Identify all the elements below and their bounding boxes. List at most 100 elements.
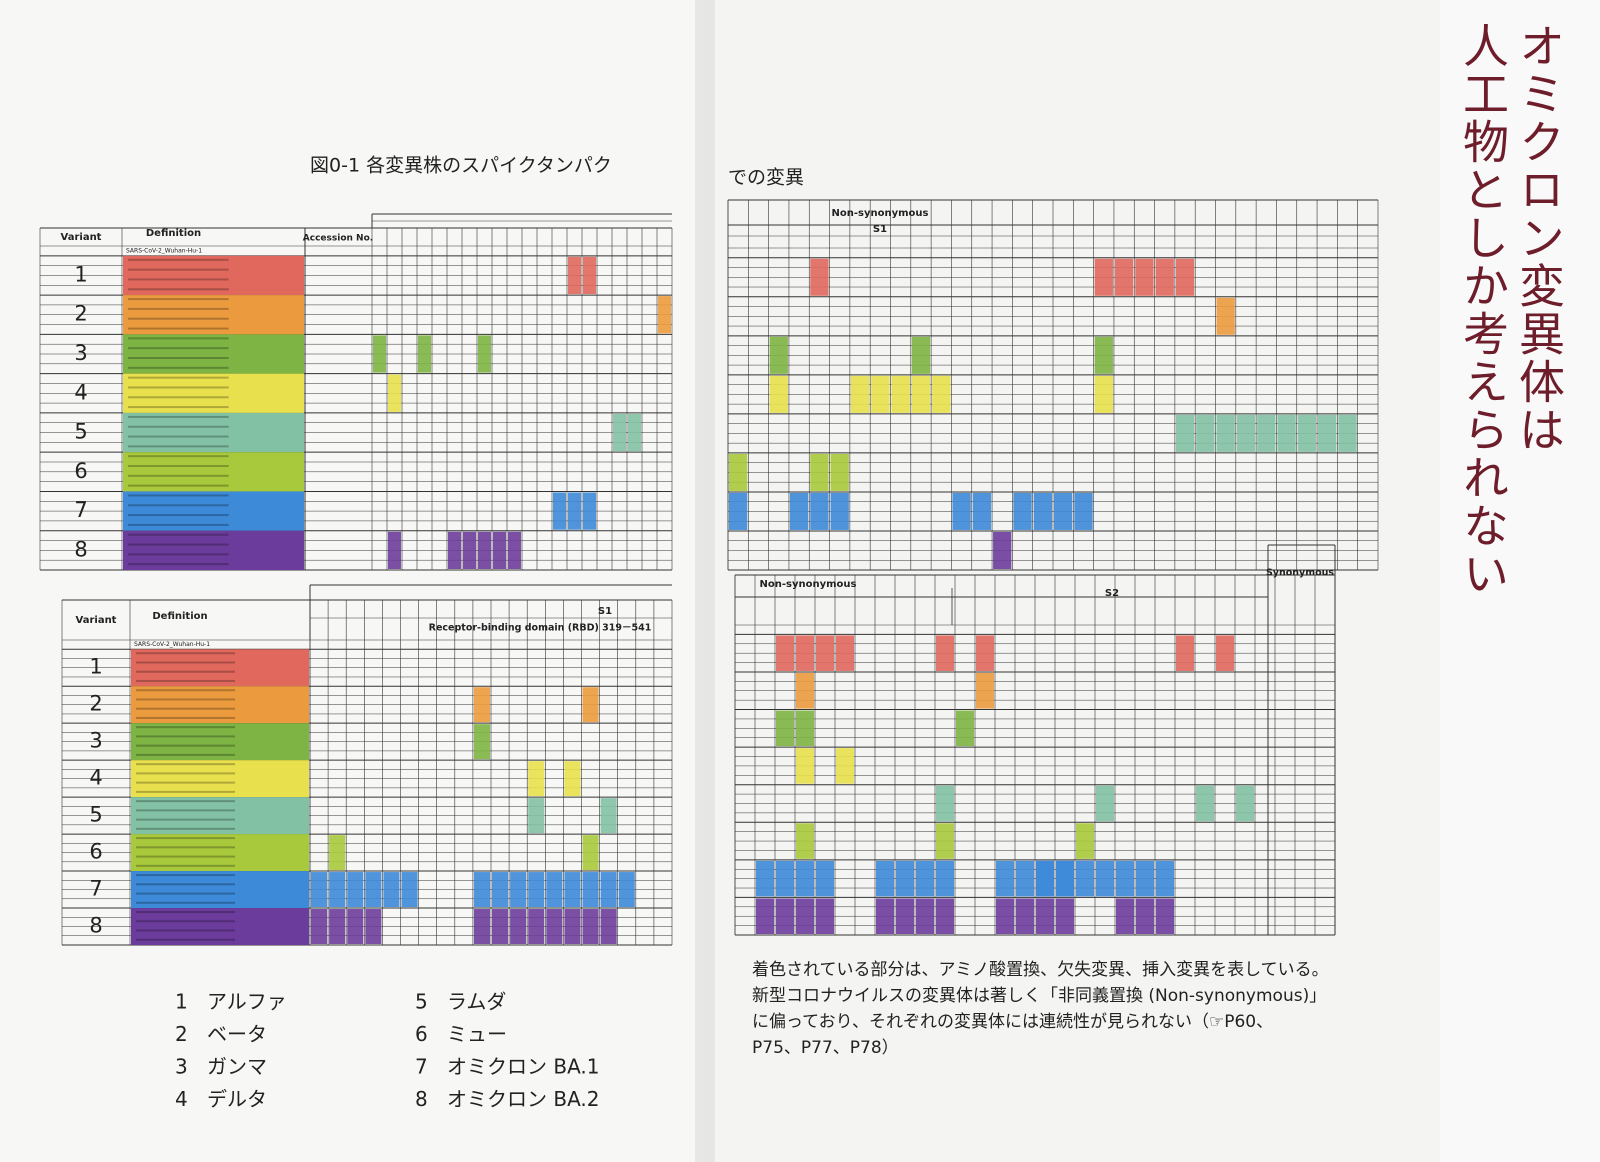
definition-line xyxy=(136,827,235,830)
mutation-cell xyxy=(816,860,834,897)
legend-name: ガンマ xyxy=(207,1055,267,1079)
definition-line xyxy=(136,753,235,756)
mutation-cell xyxy=(796,710,814,747)
mutation-cell xyxy=(582,835,599,871)
right-page xyxy=(705,0,1440,1162)
definition-line xyxy=(128,514,229,517)
mutation-cell xyxy=(628,413,641,452)
definition-line xyxy=(128,337,229,340)
mutation-cell xyxy=(996,860,1014,897)
mutation-cell xyxy=(528,909,545,944)
mutation-cell xyxy=(1297,414,1317,452)
mutation-cell xyxy=(510,872,527,908)
mutation-cell xyxy=(546,872,563,908)
variant-number: 5 xyxy=(74,420,87,444)
mutation-cell xyxy=(568,492,581,530)
definition-line xyxy=(136,735,235,738)
mutation-cell xyxy=(830,492,849,530)
definition-line xyxy=(128,494,229,497)
mutation-cell xyxy=(836,635,854,671)
group-label: Non-synonymous xyxy=(832,208,929,219)
mutation-cell xyxy=(528,761,545,797)
mutation-cell xyxy=(1116,898,1134,934)
mutation-cell xyxy=(1054,492,1073,530)
mutation-cell xyxy=(1136,898,1154,934)
side-strip xyxy=(1440,0,1600,1162)
mutation-cell xyxy=(1094,336,1113,374)
variant-number: 2 xyxy=(74,302,87,326)
mutation-cell xyxy=(388,374,401,412)
legend-name: ベータ xyxy=(207,1022,267,1046)
mutation-cell xyxy=(618,872,635,908)
variant-number: 8 xyxy=(89,914,102,938)
definition-line xyxy=(136,661,235,664)
mutation-cell xyxy=(789,492,809,530)
mutation-cell xyxy=(388,531,401,569)
mutation-cell xyxy=(448,531,461,569)
definition-band xyxy=(131,649,309,687)
mutation-cell xyxy=(1016,860,1034,897)
definition-line xyxy=(128,406,229,409)
definition-band xyxy=(131,723,309,761)
mutation-cell xyxy=(492,872,509,908)
mutation-cell xyxy=(776,898,794,934)
mutation-cell xyxy=(347,872,364,908)
mutation-cell xyxy=(582,909,599,944)
legend-number: 1 xyxy=(175,990,188,1014)
mutation-cell xyxy=(796,860,814,897)
definition-line xyxy=(136,679,235,682)
variant-number: 1 xyxy=(89,655,102,679)
definition-line xyxy=(136,790,235,793)
mutation-cell xyxy=(1094,375,1113,413)
mutation-cell xyxy=(956,710,974,747)
definition-band xyxy=(123,295,304,335)
mutation-cell xyxy=(836,748,854,784)
legend-name: オミクロン BA.2 xyxy=(447,1087,600,1111)
definition-line xyxy=(128,268,229,271)
definition-line xyxy=(136,763,235,766)
definition-band xyxy=(123,373,304,413)
definition-line xyxy=(136,689,235,692)
mutation-cell xyxy=(729,453,748,491)
mutation-cell xyxy=(365,909,382,944)
mutation-cell xyxy=(583,256,596,295)
mutation-cell xyxy=(373,335,386,373)
synonymous-label: Synonymous xyxy=(1266,568,1334,579)
definition-line xyxy=(136,670,235,673)
reference-label: SARS-CoV-2_Wuhan-Hu-1 xyxy=(134,641,210,648)
side-title-line: 人工物としか考えられない xyxy=(1456,22,1510,598)
definition-line xyxy=(136,726,235,729)
mutation-cell xyxy=(976,635,994,671)
definition-line xyxy=(136,818,235,821)
mutation-cell xyxy=(1036,860,1054,897)
definition-line xyxy=(128,465,229,467)
mutation-cell xyxy=(600,872,617,908)
mutation-cell xyxy=(756,898,774,934)
definition-line xyxy=(128,415,229,418)
mutation-cell xyxy=(1156,860,1174,897)
mutation-cell xyxy=(546,909,563,944)
mutation-cell xyxy=(911,336,931,374)
side-title-line: オミクロン変異体は xyxy=(1512,22,1566,454)
mutation-cell xyxy=(871,375,890,413)
mutation-cell xyxy=(952,492,971,530)
legend-name: アルファ xyxy=(207,990,287,1014)
mutation-cell xyxy=(564,872,581,908)
definition-line xyxy=(128,327,229,330)
mutation-cell xyxy=(936,785,954,822)
mutation-cell xyxy=(916,860,934,897)
mutation-cell xyxy=(816,898,834,934)
variant-number: 3 xyxy=(89,729,102,753)
variant-number: 7 xyxy=(89,877,102,901)
definition-line xyxy=(128,533,229,536)
left-page xyxy=(0,0,705,1162)
header: Accession No. xyxy=(303,234,373,244)
mutation-cell xyxy=(365,872,382,908)
variant-number: 5 xyxy=(89,803,102,827)
mutation-cell xyxy=(850,375,870,413)
definition-line xyxy=(136,938,235,941)
mutation-cell xyxy=(478,531,491,569)
mutation-cell xyxy=(1236,414,1256,452)
side-title: オミクロン変異体は 人工物としか考えられない xyxy=(1455,22,1567,1142)
definition-line xyxy=(136,864,235,867)
